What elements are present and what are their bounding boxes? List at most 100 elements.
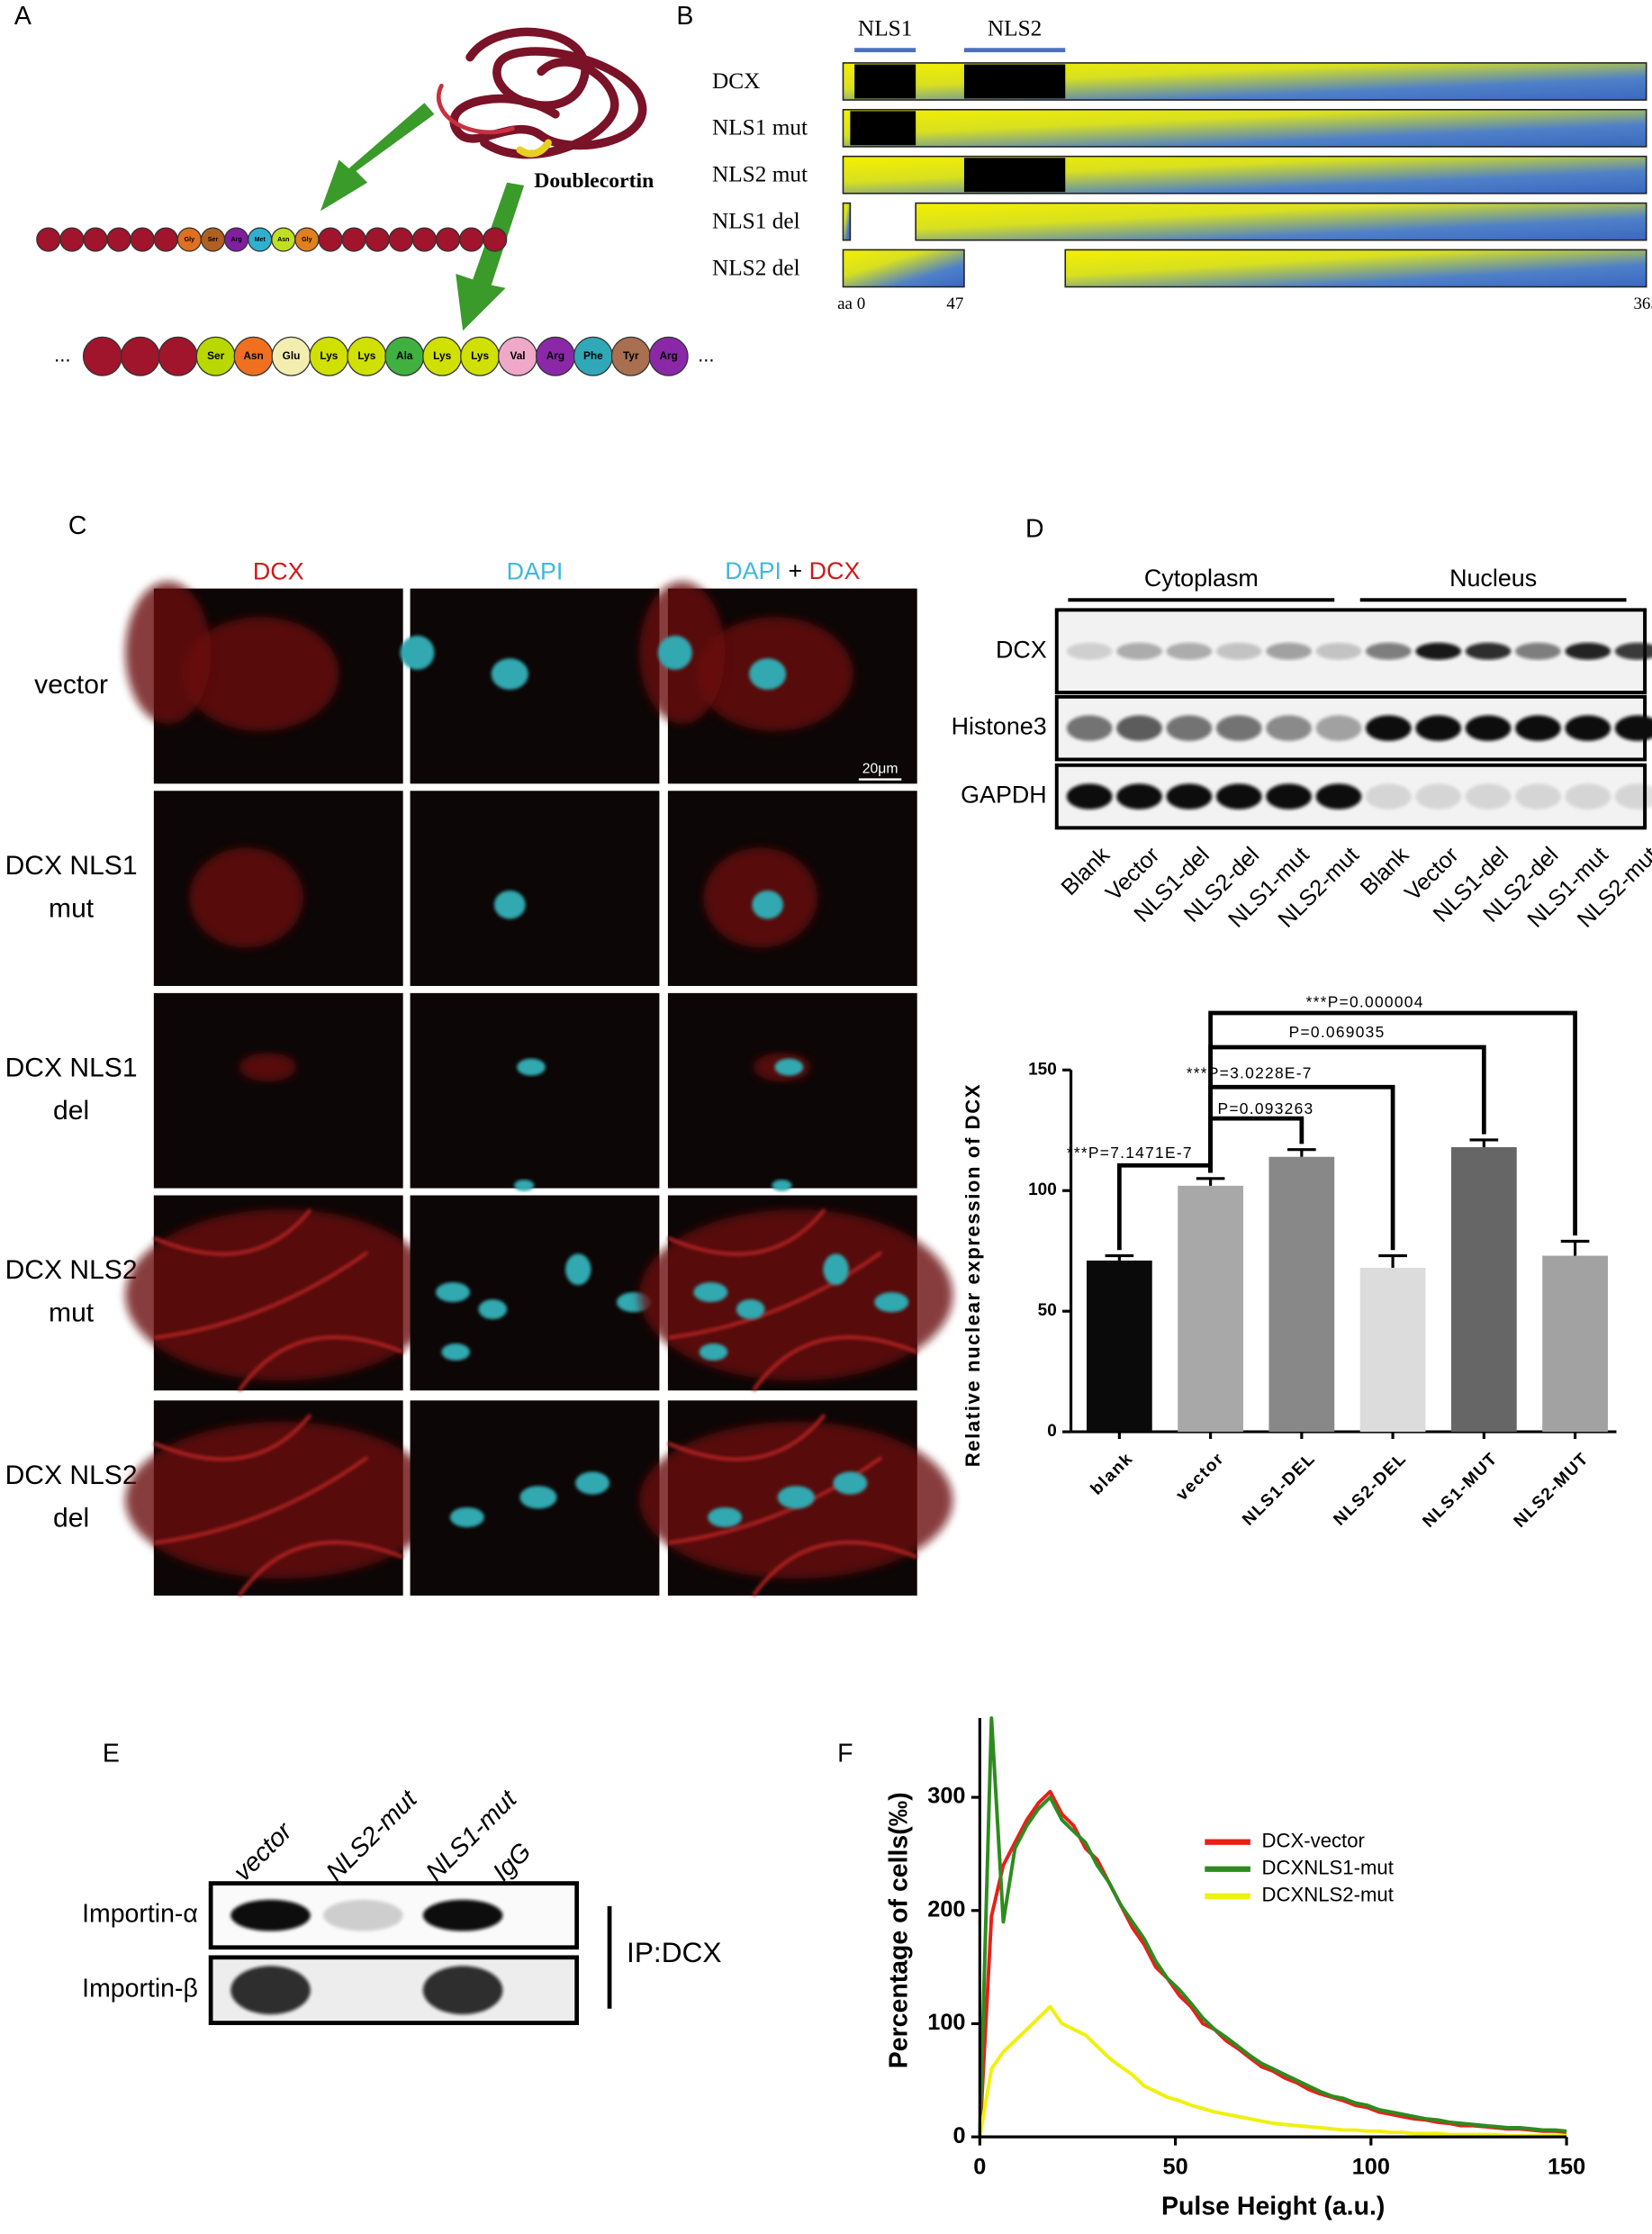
x-tick-label: blank [1088, 1449, 1137, 1498]
x-tick-label: NLS1-MUT [1419, 1449, 1502, 1532]
row-label: DCX NLS1 [5, 1053, 138, 1082]
row-label: mut [49, 893, 95, 923]
residue-label: Asn [243, 349, 263, 362]
data-line [978, 1716, 1567, 2138]
header-part: DAPI [725, 557, 781, 584]
legend-label: DCX-vector [1262, 1830, 1365, 1852]
band [1116, 715, 1162, 741]
ellipsis: ... [54, 344, 70, 366]
residue [459, 227, 484, 252]
micrograph [667, 992, 917, 1191]
ip-label: IP:DCX [627, 1936, 721, 1968]
y-axis-label: Percentage of cells(‰) [884, 1792, 913, 2068]
residue [82, 336, 122, 376]
nucleus [693, 1282, 728, 1303]
x-tick-label: 150 [1548, 2155, 1585, 2180]
nucleus [823, 1253, 849, 1286]
column-header: DCX [253, 557, 304, 584]
group-label: Cytoplasm [1144, 565, 1259, 592]
residue [388, 227, 413, 252]
y-tick-label: 150 [1028, 1060, 1057, 1079]
micrograph [125, 581, 403, 784]
band-label: Histone3 [952, 713, 1047, 740]
residue-label: Lys [433, 349, 451, 362]
residue-label: Val [510, 349, 525, 362]
residue [36, 227, 61, 252]
band [1415, 642, 1462, 660]
residue-label: Ser [208, 236, 219, 243]
micrograph [125, 1195, 439, 1392]
micrograph [667, 791, 917, 986]
construct-label: NLS2 del [712, 255, 800, 280]
construct-label: NLS1 mut [712, 115, 808, 140]
band [1366, 783, 1412, 809]
residue [120, 336, 160, 376]
band [1166, 642, 1213, 660]
x-tick-label: 50 [1163, 2155, 1188, 2180]
column-header: DAPI + DCX [725, 557, 860, 584]
band [1266, 715, 1312, 741]
construct-bar [1064, 249, 1647, 288]
band [422, 1966, 503, 2015]
arrows [320, 103, 525, 331]
residue [341, 227, 366, 252]
residue [59, 227, 85, 252]
bar [1542, 1255, 1608, 1433]
band [1315, 715, 1362, 741]
residue-label: Arg [546, 349, 564, 362]
residue-label: Asn [277, 236, 289, 243]
construct-bar [842, 202, 852, 241]
residue-label: Tyr [623, 349, 639, 362]
significance-label: ***P=7.1471E-7 [1067, 1144, 1193, 1162]
nucleus [575, 1471, 610, 1495]
y-tick-label: 100 [1028, 1180, 1057, 1199]
y-tick-label: 0 [952, 2123, 965, 2148]
residue-label: Lys [357, 349, 375, 362]
domain-label: NLS2 [988, 15, 1042, 41]
micrograph [410, 992, 660, 1191]
band-label: GAPDH [961, 782, 1047, 809]
nls-region [850, 111, 916, 146]
nucleus [565, 1253, 591, 1286]
header-part: DCX [809, 557, 861, 584]
nucleus [752, 890, 784, 919]
residue [83, 227, 108, 252]
row-label: DCX NLS2 [5, 1255, 138, 1285]
image-bg [667, 992, 917, 1189]
x-axis-label: Pulse Height (a.u.) [1161, 2193, 1385, 2221]
scale-bar-label: 20μm [862, 762, 898, 777]
nucleus [491, 658, 528, 690]
panel-label: B [676, 2, 693, 31]
residue [153, 227, 178, 252]
residue-label: Gly [302, 236, 312, 243]
micrograph [153, 791, 403, 986]
construct-label: NLS2 mut [712, 162, 808, 187]
row-label: mut [49, 1298, 95, 1328]
x-tick-label: 100 [1352, 2155, 1390, 2180]
header-part: + [788, 557, 802, 584]
x-tick-label: NLS2-DEL [1330, 1449, 1410, 1529]
group-label: Nucleus [1449, 565, 1537, 592]
legend-label: DCXNLS1-mut [1262, 1857, 1394, 1879]
data-line [978, 2004, 1567, 2138]
band [1366, 642, 1412, 660]
panel-label: F [837, 1740, 853, 1768]
x-tick-label: 0 [973, 2155, 986, 2180]
band [422, 1899, 503, 1931]
band [1215, 642, 1262, 660]
y-axis-label: Relative nuclear expression of DCX [961, 1083, 984, 1467]
nucleus [514, 1180, 535, 1191]
construct-bar [915, 202, 1647, 241]
row-label: DCX NLS1 [5, 851, 138, 881]
residue [158, 336, 198, 376]
nucleus [493, 890, 526, 919]
nucleus [749, 658, 787, 690]
row-label: del [53, 1503, 89, 1533]
construct-bar [842, 62, 1647, 101]
row-label: Importin-α [82, 1900, 198, 1929]
micrograph [410, 1195, 660, 1391]
y-tick-label: 200 [927, 1896, 965, 1922]
image-bg [410, 992, 660, 1189]
band [1465, 642, 1512, 660]
nucleus [449, 1506, 484, 1528]
